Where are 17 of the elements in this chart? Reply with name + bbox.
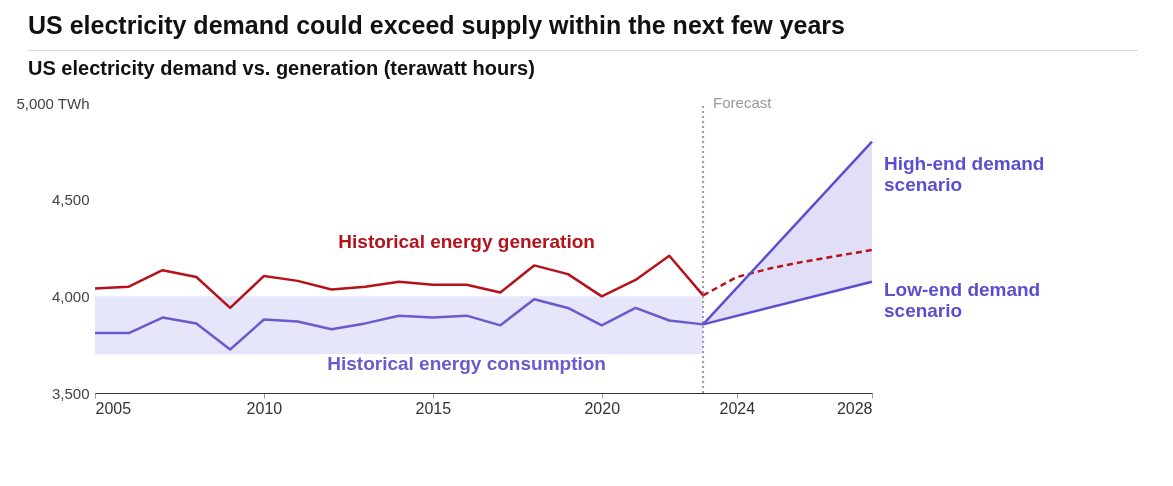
y-tick-label: 5,000 TWh <box>16 94 90 112</box>
x-tick-label: 2024 <box>719 399 756 417</box>
x-tick-label: 2010 <box>246 399 283 417</box>
series-label: Historical energy consumption <box>327 352 606 374</box>
series-label: Low-end demand scenario <box>884 278 1041 321</box>
x-tick-label: 2015 <box>415 399 452 417</box>
x-tick-label: 2028 <box>836 399 873 417</box>
y-tick-label: 4,000 <box>51 287 90 305</box>
series-label: High-end demand scenario <box>884 152 1045 195</box>
chart-subtitle: US electricity demand vs. generation (terawatt hours) <box>28 50 1138 80</box>
chart-title: US electricity demand could exceed supply within the next few years <box>28 10 846 40</box>
y-tick-label: 4,500 <box>51 191 90 209</box>
series-label: Historical energy generation <box>338 230 595 252</box>
y-tick-label: 3,500 <box>51 384 90 402</box>
x-tick-label: 2005 <box>95 399 132 417</box>
ref-line-label: Forecast <box>713 94 773 111</box>
x-tick-label: 2020 <box>584 399 621 417</box>
